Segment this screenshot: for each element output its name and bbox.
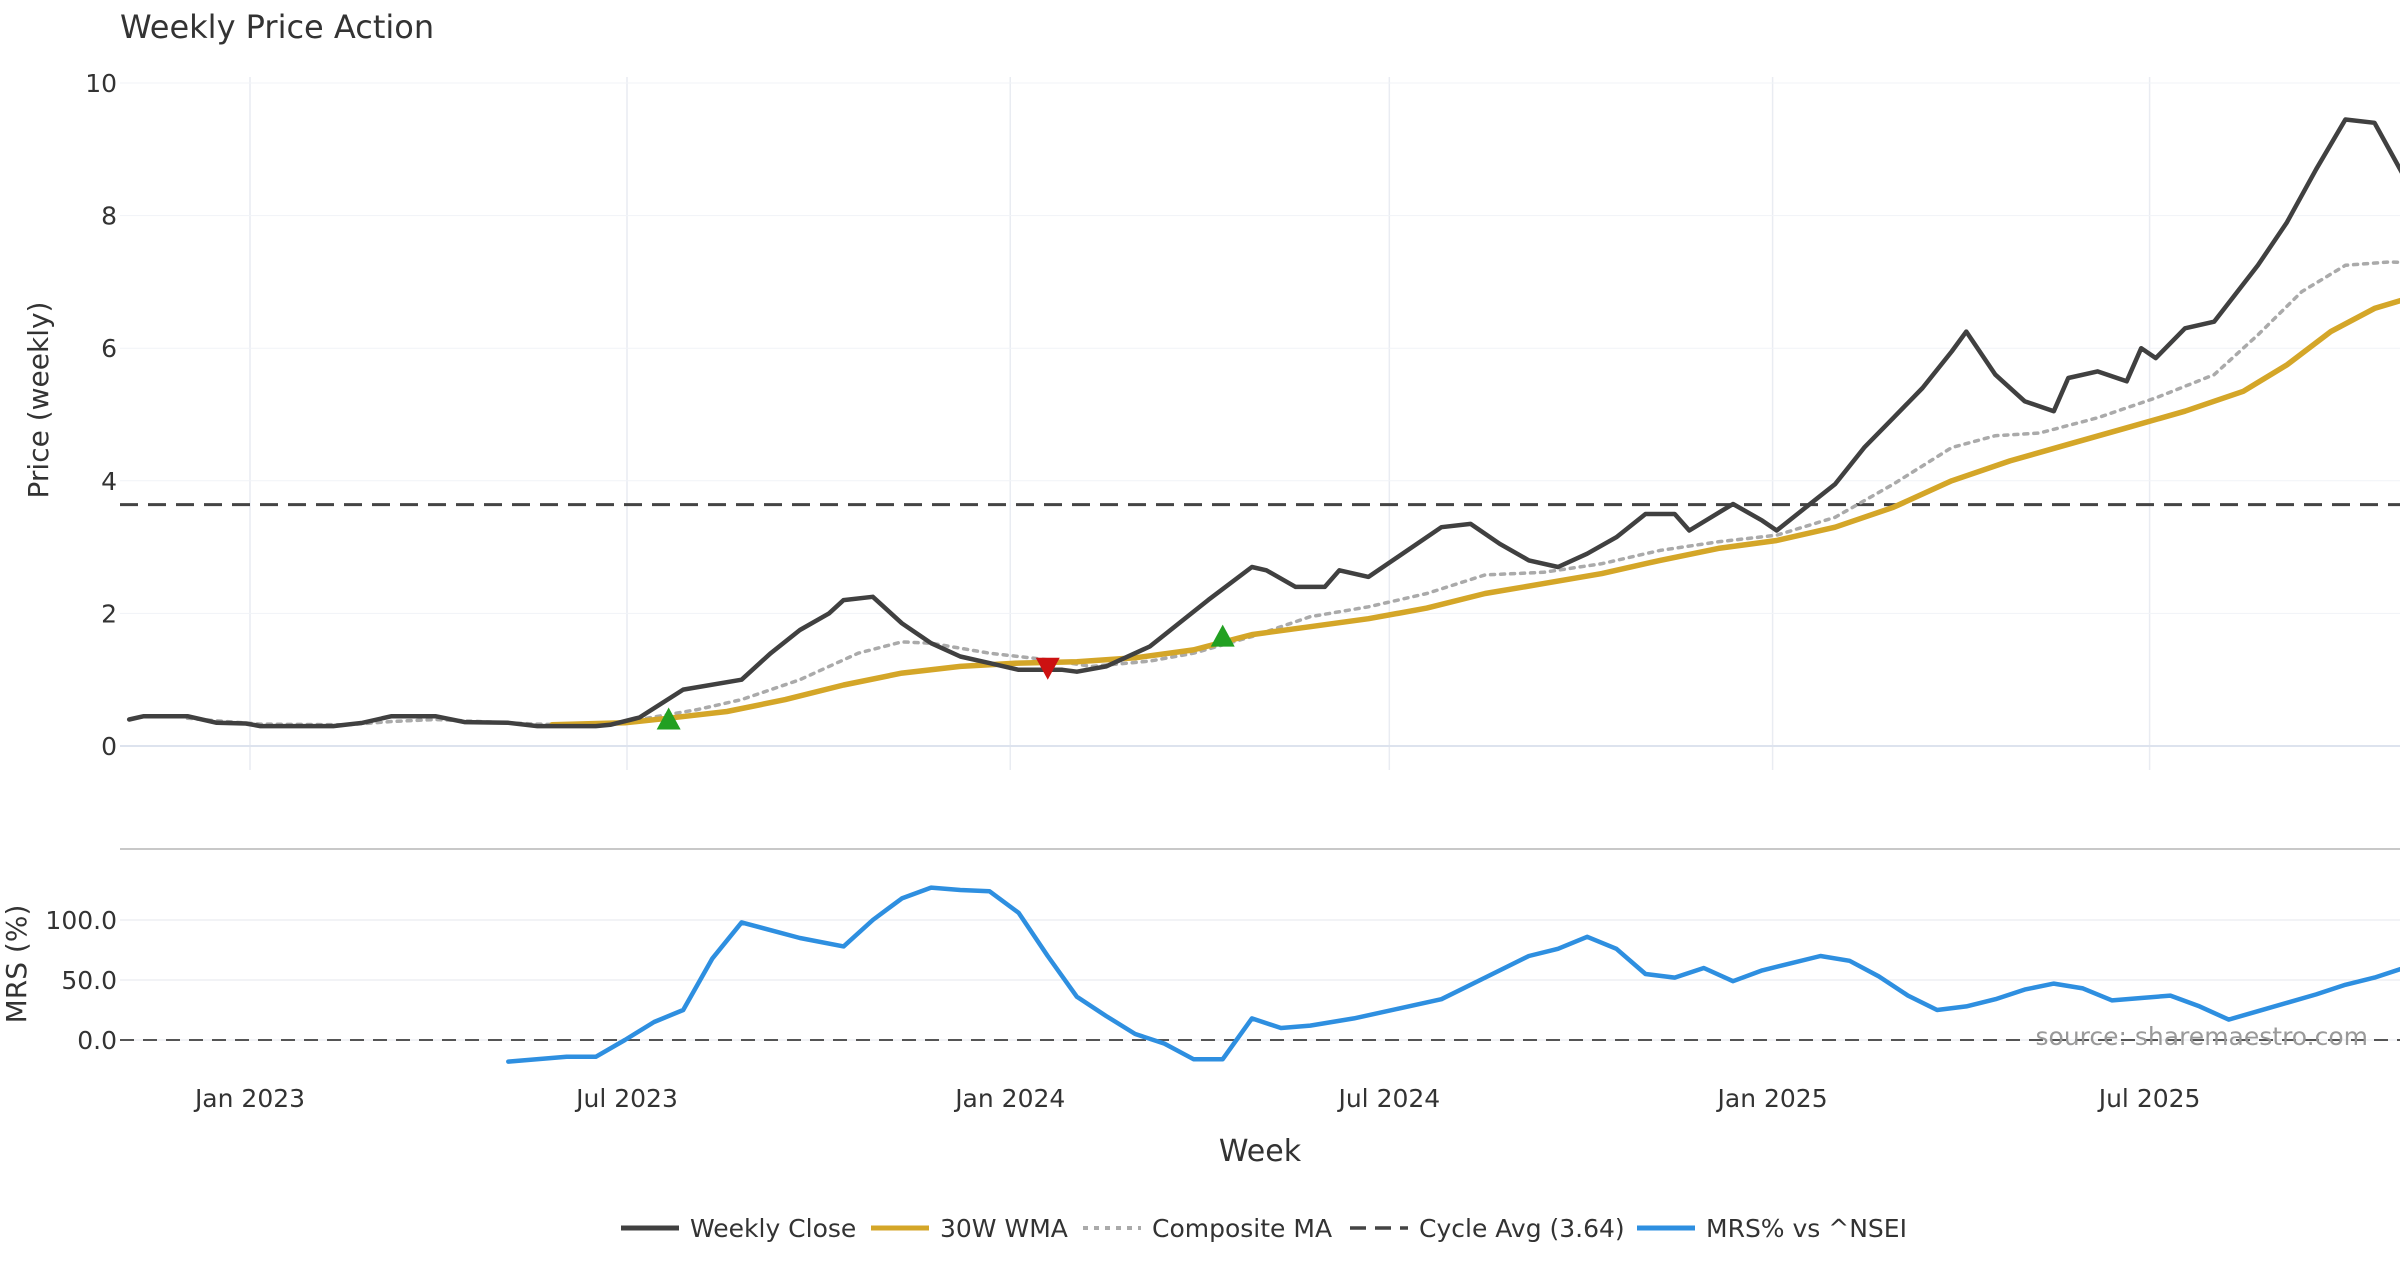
price-y-tick-8: 8 bbox=[101, 202, 117, 231]
series-line-composite bbox=[188, 204, 2400, 726]
legend-label-0: Weekly Close bbox=[690, 1214, 856, 1243]
mrs-y-tick-0.0: 0.0 bbox=[77, 1026, 117, 1055]
price-series-group bbox=[129, 116, 2400, 726]
buy-signal-1 bbox=[1211, 625, 1235, 647]
mrs-y-axis-label: MRS (%) bbox=[0, 905, 33, 1024]
legend-label-2: Composite MA bbox=[1152, 1214, 1332, 1243]
x-tick-1: Jul 2023 bbox=[574, 1084, 678, 1113]
price-y-tick-4: 4 bbox=[101, 467, 117, 496]
legend-label-1: 30W WMA bbox=[940, 1214, 1068, 1243]
mrs-y-tick-50.0: 50.0 bbox=[61, 966, 117, 995]
x-tick-2: Jan 2024 bbox=[953, 1084, 1065, 1113]
price-y-tick-6: 6 bbox=[101, 334, 117, 363]
x-tick-4: Jan 2025 bbox=[1716, 1084, 1828, 1113]
price-y-tick-2: 2 bbox=[101, 599, 117, 628]
price-y-tick-labels: 0 2 4 6 8 10 bbox=[85, 69, 117, 761]
mrs-y-tick-100.0: 100.0 bbox=[45, 906, 117, 935]
series-line-wma bbox=[552, 219, 2400, 725]
x-tick-5: Jul 2025 bbox=[2097, 1084, 2201, 1113]
price-y-tick-10: 10 bbox=[85, 69, 117, 98]
x-tick-0: Jan 2023 bbox=[193, 1084, 305, 1113]
x-tick-labels: Jan 2023 Jul 2023 Jan 2024 Jul 2024 Jan 2025… bbox=[193, 1084, 2201, 1113]
price-y-axis-label: Price (weekly) bbox=[22, 302, 55, 499]
chart-title: Weekly Price Action bbox=[120, 8, 434, 46]
price-y-tick-0: 0 bbox=[101, 732, 117, 761]
legend-label-4: MRS% vs ^NSEI bbox=[1706, 1214, 1907, 1243]
legend-label-3: Cycle Avg (3.64) bbox=[1419, 1214, 1625, 1243]
x-axis-label: Week bbox=[1219, 1134, 1302, 1169]
mrs-y-tick-labels: 0.0 50.0 100.0 bbox=[45, 906, 117, 1055]
x-tick-3: Jul 2024 bbox=[1336, 1084, 1440, 1113]
legend: Weekly Close 30W WMA Composite MA Cycle Avg… bbox=[621, 1214, 1907, 1243]
signal-markers bbox=[657, 239, 2400, 730]
source-watermark: source: sharemaestro.com bbox=[2036, 1022, 2369, 1051]
price-panel-grid bbox=[120, 77, 2400, 770]
